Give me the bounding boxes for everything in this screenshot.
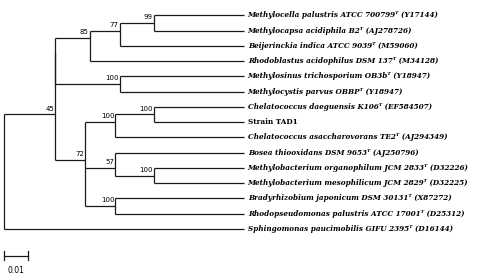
- Text: 99: 99: [144, 14, 153, 20]
- Text: Bosea thiooxidans DSM 9653ᵀ (AJ250796): Bosea thiooxidans DSM 9653ᵀ (AJ250796): [248, 149, 418, 157]
- Text: 85: 85: [80, 29, 88, 35]
- Text: Methylobacterium organophilum JCM 2833ᵀ (D32226): Methylobacterium organophilum JCM 2833ᵀ …: [248, 164, 468, 172]
- Text: Sphingomonas paucimobilis GIFU 2395ᵀ (D16144): Sphingomonas paucimobilis GIFU 2395ᵀ (D1…: [248, 225, 452, 233]
- Text: 100: 100: [105, 75, 118, 81]
- Text: Beijerinckia indica ATCC 9039ᵀ (M59060): Beijerinckia indica ATCC 9039ᵀ (M59060): [248, 42, 418, 50]
- Text: 72: 72: [76, 151, 84, 157]
- Text: Bradyrhizobium japonicum DSM 30131ᵀ (X87272): Bradyrhizobium japonicum DSM 30131ᵀ (X87…: [248, 194, 452, 202]
- Text: 100: 100: [140, 106, 153, 112]
- Text: 77: 77: [110, 22, 118, 28]
- Text: Methylosinus trichosporium OB3bᵀ (Y18947): Methylosinus trichosporium OB3bᵀ (Y18947…: [248, 72, 431, 80]
- Text: Methylobacterium mesophilicum JCM 2829ᵀ (D32225): Methylobacterium mesophilicum JCM 2829ᵀ …: [248, 179, 468, 187]
- Text: 100: 100: [101, 113, 114, 119]
- Text: Strain TAD1: Strain TAD1: [248, 118, 298, 126]
- Text: Chelatococcus asaccharovorans TE2ᵀ (AJ294349): Chelatococcus asaccharovorans TE2ᵀ (AJ29…: [248, 133, 447, 141]
- Text: Methylocella palustris ATCC 700799ᵀ (Y17144): Methylocella palustris ATCC 700799ᵀ (Y17…: [248, 11, 438, 19]
- Text: Rhodopseudomonas palustris ATCC 17001ᵀ (D25312): Rhodopseudomonas palustris ATCC 17001ᵀ (…: [248, 210, 464, 218]
- Text: 57: 57: [106, 159, 114, 165]
- Text: 45: 45: [46, 106, 54, 112]
- Text: Rhodoblastus acidophilus DSM 137ᵀ (M34128): Rhodoblastus acidophilus DSM 137ᵀ (M3412…: [248, 57, 438, 65]
- Text: 100: 100: [101, 197, 114, 203]
- Text: 0.01: 0.01: [7, 266, 24, 275]
- Text: 100: 100: [140, 167, 153, 173]
- Text: Methylocapsa acidiphila B2ᵀ (AJ278726): Methylocapsa acidiphila B2ᵀ (AJ278726): [248, 27, 412, 34]
- Text: Methylocystis parvus OBBPᵀ (Y18947): Methylocystis parvus OBBPᵀ (Y18947): [248, 88, 403, 95]
- Text: Chelatococcus daeguensis K106ᵀ (EF584507): Chelatococcus daeguensis K106ᵀ (EF584507…: [248, 103, 432, 111]
